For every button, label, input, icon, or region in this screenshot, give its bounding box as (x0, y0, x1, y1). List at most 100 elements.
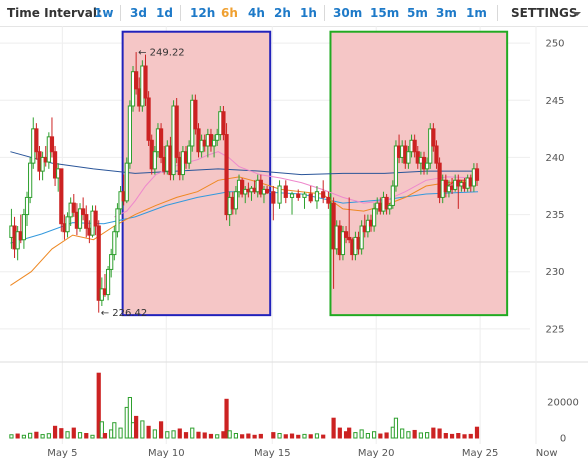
volume-bar (359, 429, 364, 439)
interval-label: Time Interval: (7, 6, 102, 20)
volume-bar (90, 434, 95, 439)
volume-bar (289, 433, 295, 439)
candle-down (143, 65, 148, 99)
candle-up (215, 134, 220, 141)
candle-down (326, 196, 331, 204)
volume-bar (28, 432, 33, 439)
volume-bar (40, 434, 45, 439)
volume-bar (171, 430, 176, 439)
candle-down (52, 151, 58, 179)
volume-bar (277, 433, 282, 439)
interval-4h[interactable]: 4h (248, 6, 265, 20)
volume-bar (378, 433, 383, 439)
candle-down (34, 128, 39, 153)
volume-tick-label: 0 (560, 434, 566, 445)
candle-down (146, 97, 151, 141)
volume-bar (46, 433, 51, 439)
volume-bar (152, 429, 157, 439)
candle-down (321, 191, 326, 198)
candle-down (343, 231, 349, 238)
candle-down (283, 185, 288, 198)
interval-1d[interactable]: 1d (156, 6, 173, 20)
settings-button[interactable]: SETTINGS (511, 6, 578, 20)
candle-down (81, 208, 86, 216)
candle-down (434, 145, 439, 164)
volume-bar (240, 434, 245, 439)
interval-3d[interactable]: 3d (130, 6, 147, 20)
interval-6h[interactable]: 6h (221, 6, 238, 20)
candle-up (15, 231, 20, 250)
volume-bar (258, 433, 263, 439)
toolbar-divider (497, 5, 498, 21)
volume-bar (437, 428, 442, 439)
x-tick-label: May 10 (148, 448, 185, 459)
volume-bar (406, 431, 411, 439)
volume-bar (353, 432, 358, 439)
candle-down (384, 196, 389, 210)
volume-bar (384, 432, 389, 439)
candle-down (296, 193, 301, 198)
volume-bar (165, 431, 170, 439)
volume-bar (443, 433, 448, 439)
price-chart[interactable]: 225 230 235 240 245 250 0 20000 May 5 May 10 May 1… (0, 26, 588, 459)
volume-bar (215, 434, 220, 439)
volume-bar (9, 434, 14, 439)
candle-up (152, 151, 157, 170)
volume-bar (418, 432, 423, 439)
candle-up (289, 193, 295, 198)
volume-bar (347, 427, 352, 439)
interval-1m[interactable]: 1m (466, 6, 487, 20)
interval-1w[interactable]: 1w (94, 6, 114, 20)
candle-down (240, 179, 245, 195)
interval-15m[interactable]: 15m (370, 6, 400, 20)
interval-3m[interactable]: 3m (436, 6, 457, 20)
high-annotation: ← 249.22 (138, 48, 185, 59)
volume-bar (468, 433, 473, 439)
volume-bar (99, 421, 104, 439)
volume-bar (302, 433, 307, 439)
x-tick-label: May 15 (254, 448, 291, 459)
candle-down (193, 99, 198, 130)
volume-bar (296, 434, 301, 439)
candle-up (124, 162, 129, 202)
candle-up (233, 191, 239, 210)
candle-up (372, 208, 377, 227)
volume-bar (84, 433, 89, 439)
volume-bar (233, 433, 239, 439)
volume-bar (474, 426, 480, 439)
interval-1h[interactable]: 1h (300, 6, 317, 20)
volume-bar (331, 417, 336, 439)
annotations: ← 249.22 ← 226.42 (101, 48, 185, 320)
volume-bar (127, 397, 133, 439)
volume-bar (308, 434, 313, 439)
x-tick-label: Now (536, 448, 558, 459)
interval-2h[interactable]: 2h (274, 6, 291, 20)
volume-bar (183, 432, 189, 439)
volume-bar (337, 427, 342, 439)
volume-bar (252, 434, 257, 439)
interval-12h[interactable]: 12h (190, 6, 216, 20)
volume-bar (314, 433, 320, 439)
candle-down (412, 139, 417, 153)
toolbar-divider (324, 5, 325, 21)
x-tick-label: May 25 (462, 448, 499, 459)
candle-up (387, 204, 392, 210)
interval-30m[interactable]: 30m (333, 6, 363, 20)
volume-bar (21, 434, 27, 439)
volume-tick-label: 20000 (547, 398, 579, 409)
volume-bar (158, 421, 164, 439)
volume-bar (59, 428, 64, 439)
candle-down (93, 210, 98, 227)
axes: 225 230 235 240 245 250 0 20000 May 5 May 10 May 1… (47, 39, 579, 459)
candle-up (21, 214, 27, 241)
interval-5m[interactable]: 5m (407, 6, 428, 20)
volume-bar (77, 432, 83, 439)
moving-average-line (10, 151, 478, 176)
candle-up (24, 196, 30, 216)
volume-bar (65, 431, 70, 439)
chevron-down-icon[interactable] (573, 12, 581, 16)
candle-down (71, 202, 76, 213)
volume-bar (393, 417, 399, 439)
candle-down (221, 111, 226, 136)
volume-bar (190, 427, 195, 439)
